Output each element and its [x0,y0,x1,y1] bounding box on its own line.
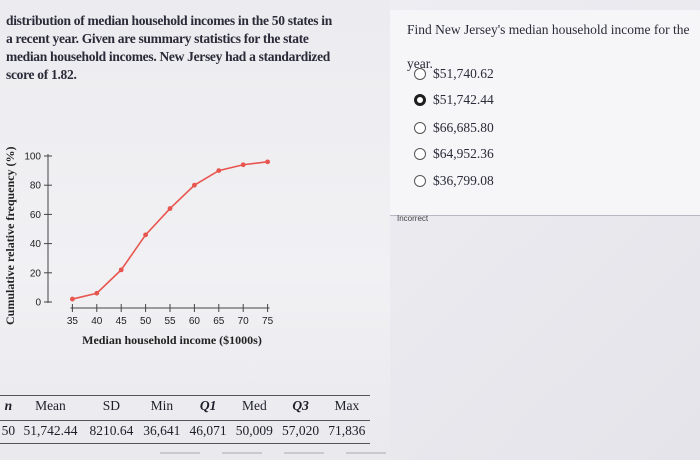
cumulative-frequency-chart: 0 20 40 60 80 100 35 40 45 50 55 60 65 70 75 Cumulativ… [3,146,274,347]
option-label: $36,799.08 [433,173,494,188]
radio-button[interactable] [414,68,426,80]
answer-option-4[interactable]: $64,952.36 [414,144,494,164]
cell-min: 36,641 [143,423,181,438]
answer-prompt: Find New Jersey's median household incom… [407,22,700,76]
y-tick-label: 40 [30,239,42,250]
answer-option-2[interactable]: $51,742.44 [414,90,494,110]
cell-n: 50 [1,423,16,438]
data-point [143,232,149,238]
nav-link[interactable] [222,452,262,454]
header-q3: Q3 [292,398,309,413]
header-min: Min [150,398,174,413]
option-label: $51,742.44 [433,92,494,107]
prompt-line: Find New Jersey's median household incom… [407,22,690,37]
data-point [265,159,270,165]
question-line: a recent year. Given are summary statist… [6,31,309,46]
y-axis-title: Cumulative relative frequency (%) [3,146,17,325]
radio-button[interactable] [414,148,426,160]
data-point [216,168,222,173]
data-point [94,290,100,296]
data-point [167,206,173,211]
answer-option-3[interactable]: $66,685.80 [414,118,494,138]
x-tick-label: 60 [189,316,201,327]
header-q1: Q1 [199,398,217,413]
x-tick-label: 75 [262,316,274,327]
answer-option-1[interactable]: $51,740.62 [414,64,494,84]
bottom-nav-strip [160,452,420,460]
question-text: distribution of median household incomes… [6,12,376,84]
cell-max: 71,836 [328,423,366,438]
series-line [72,161,268,300]
data-point [192,182,197,188]
option-label: $66,685.80 [433,120,494,135]
nav-link[interactable] [346,452,386,454]
x-tick-label: 35 [67,316,79,327]
x-tick-label: 40 [91,316,103,327]
answer-option-5[interactable]: $36,799.08 [414,171,494,191]
header-mean: Mean [35,398,66,413]
y-tick-label: 100 [24,152,41,163]
data-point [70,296,75,302]
cell-q1: 46,071 [189,423,227,438]
cell-q3: 57,020 [282,423,320,438]
answer-box: Find New Jersey's median household incom… [390,10,700,216]
header-sd: SD [102,398,121,413]
data-point [240,162,246,168]
y-tick-label: 0 [35,298,41,309]
x-tick-label: 65 [213,316,225,327]
answer-panel: Find New Jersey's median household incom… [390,0,700,460]
nav-link[interactable] [284,452,324,454]
question-line: score of 1.82. [6,67,77,82]
nav-link[interactable] [160,452,200,454]
x-axis-title: Median household income ($1000s) [82,333,262,347]
cell-sd: 8210.64 [89,423,134,438]
x-tick-label: 50 [140,316,152,327]
x-tick-label: 55 [164,316,176,327]
prompt-line: year. [407,56,433,71]
y-tick-label: 20 [30,268,42,279]
cell-med: 50,009 [235,423,273,438]
header-n: n [4,398,13,413]
chart-marks [70,159,270,302]
x-tick-label: 45 [116,316,128,327]
radio-button[interactable] [414,122,426,134]
question-line: median household incomes. New Jersey had… [6,49,331,64]
header-med: Med [241,398,267,413]
header-max: Max [334,398,360,413]
option-label: $51,740.62 [433,66,494,81]
cell-mean: 51,742.44 [23,423,78,438]
radio-button-selected[interactable] [414,94,426,106]
y-tick-label: 60 [30,210,42,221]
radio-button[interactable] [414,175,426,187]
feedback-incorrect: Incorrect [397,214,429,223]
question-line: distribution of median household incomes… [6,13,332,28]
x-tick-label: 70 [238,316,250,327]
option-label: $64,952.36 [433,146,494,161]
summary-statistics-table: n Mean SD Min Q1 Med Q3 Max 50 51,742.44… [0,395,370,444]
question-panel: distribution of median household incomes… [0,0,390,460]
y-tick-label: 80 [30,181,42,192]
data-point [118,267,124,273]
table-row: 50 51,742.44 8210.64 36,641 46,071 50,00… [0,420,370,444]
chart-axes: 0 20 40 60 80 100 35 40 45 50 55 60 65 70 75 [24,152,273,328]
